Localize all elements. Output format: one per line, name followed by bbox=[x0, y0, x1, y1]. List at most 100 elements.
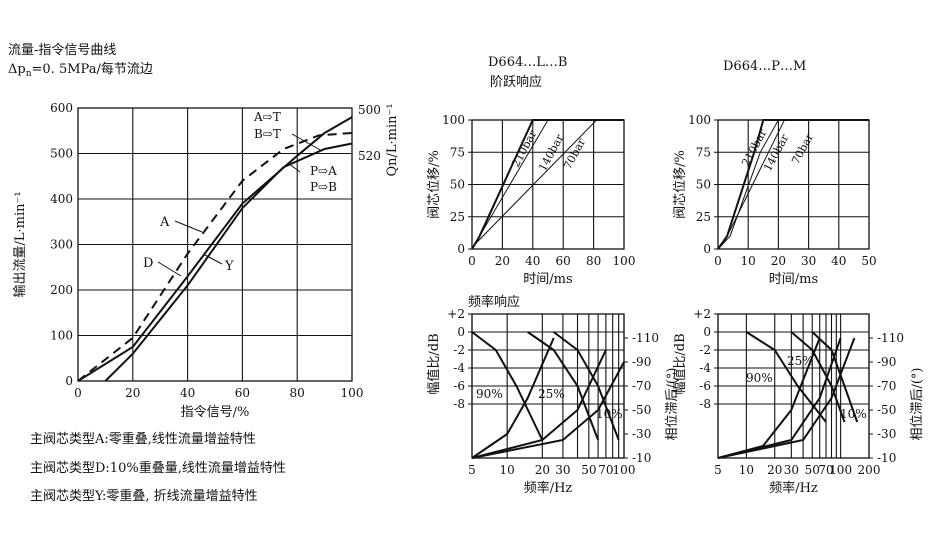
x-axis-label: 指令信号/% bbox=[181, 405, 250, 420]
x-tick-label: 30 bbox=[801, 254, 816, 268]
x-tick-label: 0 bbox=[714, 254, 722, 268]
annotation-A-to-T: A⇨T bbox=[253, 110, 281, 124]
y2-axis-label: 相位滞后/(°) bbox=[910, 367, 925, 440]
x-tick-label: 40 bbox=[831, 254, 846, 268]
x-tick-label: 80 bbox=[290, 386, 305, 400]
x-tick-label: 100 bbox=[829, 463, 852, 477]
y-tick-label: 75 bbox=[696, 145, 711, 159]
y2-tick-label: -110 bbox=[632, 331, 659, 345]
x-tick-label: 0 bbox=[74, 386, 82, 400]
chart-title: 频率响应 bbox=[468, 294, 520, 310]
x-axis-label: 时间/ms bbox=[523, 272, 572, 287]
leader-line-P-to-A bbox=[287, 162, 301, 173]
y2-tick-label: -70 bbox=[877, 379, 896, 393]
subtitle-delta: Δp bbox=[8, 62, 26, 77]
y-tick-label: 0 bbox=[457, 242, 465, 256]
y-tick-label: 25 bbox=[696, 210, 711, 224]
chart-title: D664…L…B bbox=[488, 55, 567, 70]
y-tick-label: 50 bbox=[696, 178, 711, 192]
y-tick-label: 25 bbox=[450, 210, 465, 224]
footnote-spool-A: 主阀芯类型A:零重叠,线性流量增益特性 bbox=[30, 431, 256, 447]
series-line-25--phase bbox=[717, 337, 842, 459]
annotation-90pct: 90% bbox=[476, 387, 503, 401]
y-tick-label: -8 bbox=[699, 397, 711, 411]
x-tick-label: 60 bbox=[556, 254, 571, 268]
series-line-Y bbox=[77, 116, 353, 382]
y-tick-label: 500 bbox=[50, 147, 73, 161]
annotation-90pct: 90% bbox=[746, 371, 773, 385]
x-tick-label: 50 bbox=[861, 254, 876, 268]
y-tick-label: -6 bbox=[453, 379, 465, 393]
y-tick-label: -2 bbox=[699, 343, 711, 357]
series-line-25--amplitude bbox=[790, 331, 846, 423]
y-tick-label: -8 bbox=[453, 397, 465, 411]
y-tick-label: 100 bbox=[442, 113, 465, 127]
annotation-P-to-B: P⇨B bbox=[310, 180, 337, 194]
series-line-70bar bbox=[471, 119, 624, 250]
step-response-L-B-chart: 0 20 40 60 80 1000255075100时间/ms阀芯位移/%210bar1… bbox=[427, 55, 635, 287]
x-tick-label: 40 bbox=[525, 254, 540, 268]
y-tick-label: 0 bbox=[703, 325, 711, 339]
y-tick-label: 75 bbox=[450, 145, 465, 159]
y-axis-label: 阀芯位移/% bbox=[673, 150, 688, 219]
x-tick-label: 20 bbox=[125, 386, 140, 400]
annotation-10pct: 10% bbox=[596, 407, 623, 421]
y2-axis-label: Qn/L·min⁻¹ bbox=[385, 103, 400, 176]
series-line-D bbox=[104, 142, 353, 382]
y2-tick-label: 500 bbox=[358, 103, 381, 117]
annotation-A: A bbox=[159, 215, 170, 230]
x-axis-label: 时间/ms bbox=[769, 272, 818, 287]
y-tick-label: 300 bbox=[50, 238, 73, 252]
annotation-D: D bbox=[143, 256, 153, 271]
leader-line-D bbox=[157, 261, 182, 277]
series-line-25--amplitude bbox=[527, 331, 600, 441]
y2-tick-label: -30 bbox=[877, 427, 896, 441]
annotation-Y: Y bbox=[224, 259, 234, 274]
series-line-140bar bbox=[471, 119, 624, 250]
y-tick-label: 50 bbox=[450, 178, 465, 192]
series-line-90--phase bbox=[471, 337, 555, 459]
y-tick-label: 0 bbox=[703, 242, 711, 256]
x-tick-label: 10 bbox=[741, 254, 756, 268]
x-tick-label: 5 bbox=[714, 463, 722, 477]
y2-tick-label: -50 bbox=[632, 403, 651, 417]
y-tick-label: -4 bbox=[699, 361, 711, 375]
x-tick-label: 30 bbox=[555, 463, 570, 477]
freq-response-L-B-chart: 5 10 20 30 50 70 100 +2 0 -2 -4 -6 -8 -110 -90 -70 -50 -3… bbox=[426, 294, 680, 496]
series-label-70bar: 70bar bbox=[561, 136, 588, 172]
annotation-25pct: 25% bbox=[538, 387, 565, 401]
y2-tick-label: -70 bbox=[632, 379, 651, 393]
series-line-10--phase bbox=[717, 337, 856, 459]
leader-line-A bbox=[174, 220, 203, 233]
y-tick-label: 0 bbox=[65, 374, 73, 388]
x-axis-label: 频率/Hz bbox=[769, 480, 818, 496]
annotation-10pct: 10% bbox=[840, 407, 867, 421]
y-tick-label: 0 bbox=[457, 325, 465, 339]
y2-tick-label: -110 bbox=[877, 331, 904, 345]
y2-tick-label: -30 bbox=[632, 427, 651, 441]
y2-tick-label: -90 bbox=[632, 355, 651, 369]
footnote-spool-D: 主阀芯类型D:10%重叠量,线性流量增益特性 bbox=[30, 460, 286, 476]
footnote-spool-Y: 主阀芯类型Y:零重叠, 折线流量增益特性 bbox=[30, 488, 258, 504]
x-tick-label: 100 bbox=[613, 254, 636, 268]
leader-line-Y bbox=[204, 254, 223, 265]
y-tick-label: 200 bbox=[50, 283, 73, 297]
subtitle-sub: n bbox=[26, 69, 32, 79]
figure-subtitle: Δpn=0. 5MPa/每节流边 bbox=[8, 61, 153, 79]
series-line-90--amplitude bbox=[471, 331, 544, 441]
y2-tick-label: -50 bbox=[877, 403, 896, 417]
x-tick-label: 70 bbox=[818, 463, 833, 477]
subtitle-rest: =0. 5MPa/每节流边 bbox=[32, 61, 153, 77]
y-tick-label: -2 bbox=[453, 343, 465, 357]
y2-axis-label: 相位滞后/(°) bbox=[665, 367, 680, 440]
y-axis-label: 输出流量/L·min⁻¹ bbox=[12, 191, 28, 297]
x-axis-label: 频率/Hz bbox=[524, 480, 573, 496]
series-line-90--amplitude bbox=[745, 331, 827, 423]
x-tick-label: 5 bbox=[468, 463, 476, 477]
series-line-10--amplitude bbox=[553, 331, 620, 441]
series-line-10--phase bbox=[471, 361, 625, 459]
x-tick-label: 100 bbox=[613, 463, 636, 477]
y2-tick-label: -10 bbox=[632, 451, 651, 465]
x-tick-label: 50 bbox=[581, 463, 596, 477]
